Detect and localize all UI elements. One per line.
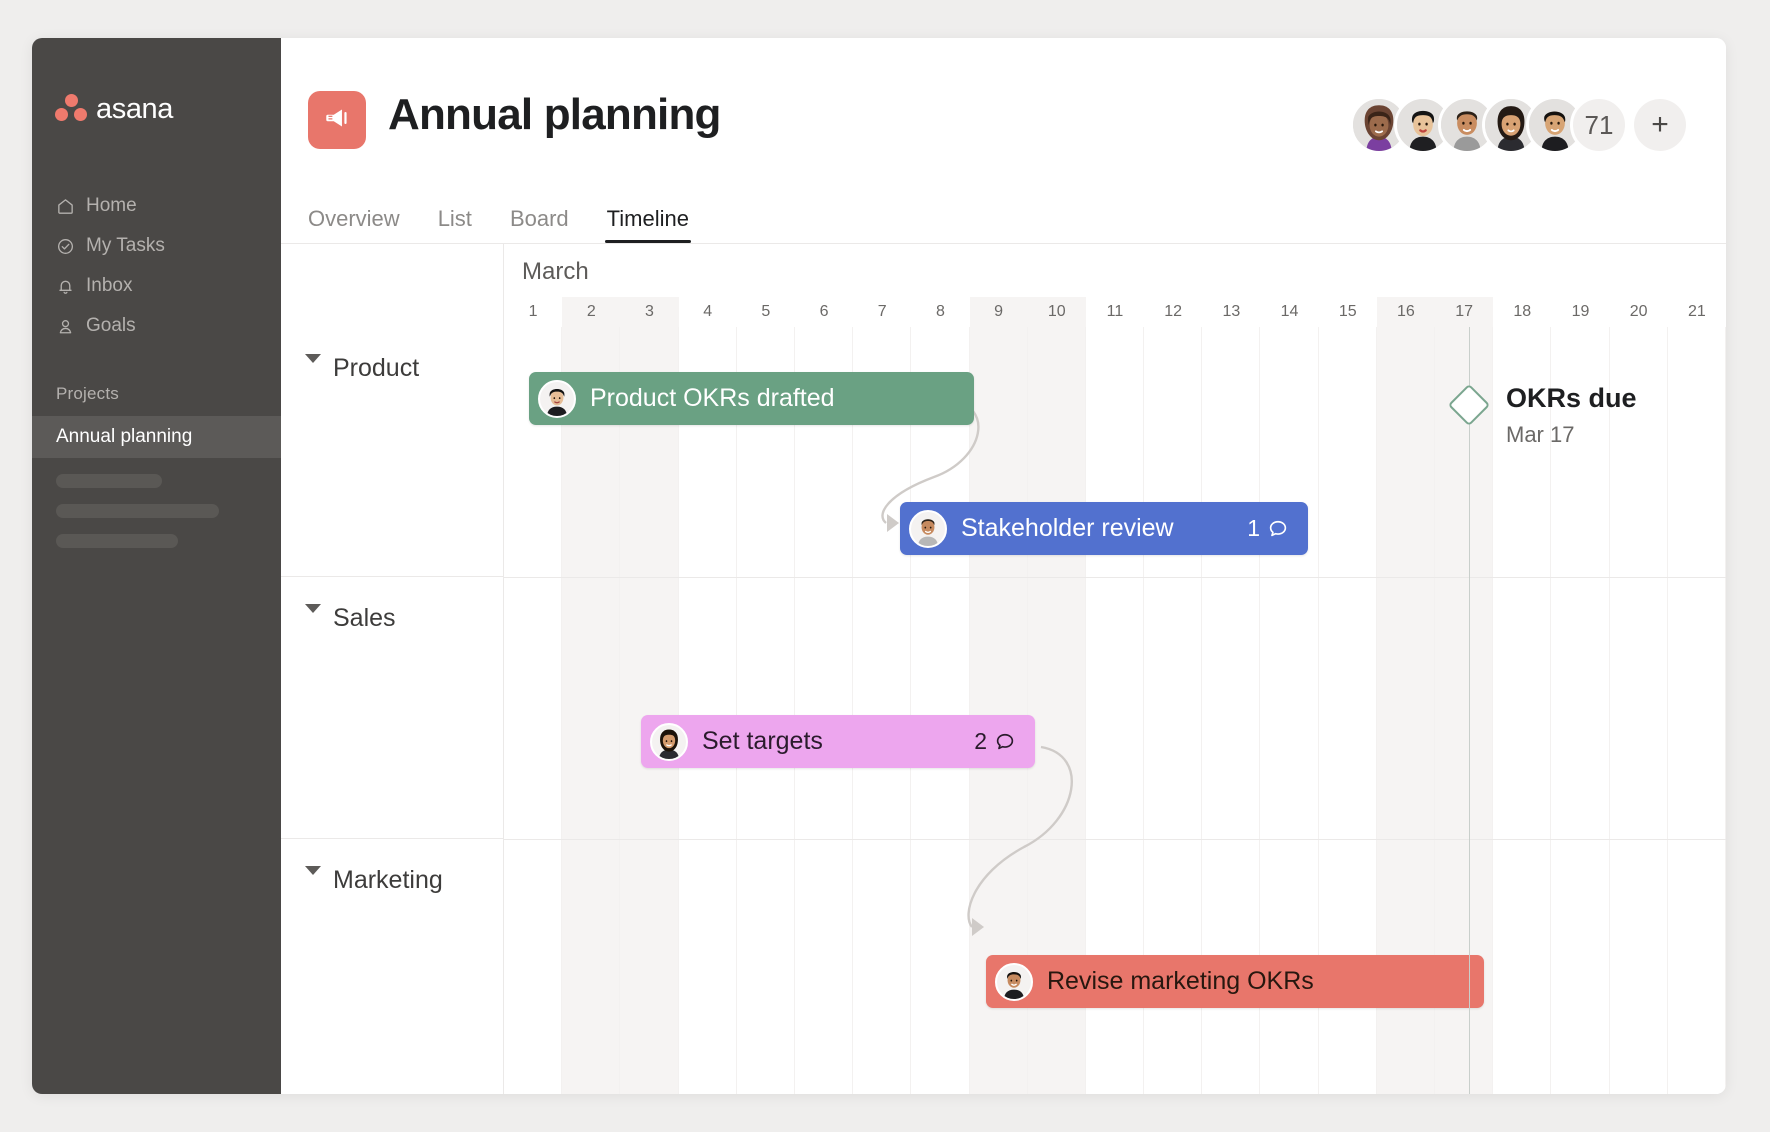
task-name: Revise marketing OKRs xyxy=(1047,967,1314,995)
sidebar-nav: Home My Tasks Inbox xyxy=(32,186,281,346)
goal-icon xyxy=(56,317,75,336)
day-tick: 3 xyxy=(620,297,679,327)
sidebar-item-label: Inbox xyxy=(86,275,133,296)
sidebar-project-placeholder[interactable] xyxy=(56,474,162,488)
day-tick: 18 xyxy=(1513,303,1532,320)
day-tick: 7 xyxy=(877,303,887,320)
day-tick: 2 xyxy=(562,297,621,327)
main-content: Annual planning xyxy=(281,38,1726,1094)
group-label: Sales xyxy=(333,604,396,632)
day-tick: 4 xyxy=(703,303,713,320)
sidebar-item-annual-planning[interactable]: Annual planning xyxy=(32,416,281,458)
group-row-sales[interactable]: Sales xyxy=(281,577,503,839)
group-label: Product xyxy=(333,354,420,382)
task-bar-product-okrs-drafted[interactable]: Product OKRs drafted xyxy=(529,372,974,425)
day-tick: 21 xyxy=(1687,303,1706,320)
member-overflow-label: 71 xyxy=(1584,109,1614,140)
task-name: Stakeholder review xyxy=(961,514,1174,542)
sidebar-item-label: Home xyxy=(86,195,137,216)
sidebar-item-my-tasks[interactable]: My Tasks xyxy=(32,226,281,266)
megaphone-icon xyxy=(322,103,352,138)
tab-list[interactable]: List xyxy=(437,206,472,231)
avatar xyxy=(995,962,1033,1001)
tab-overview[interactable]: Overview xyxy=(308,206,400,231)
task-comment-count: 2 xyxy=(974,728,1016,755)
day-tick: 20 xyxy=(1629,303,1648,320)
sidebar-item-label: My Tasks xyxy=(86,235,165,256)
milestone-date: Mar 17 xyxy=(1506,422,1575,447)
member-avatar-stack: 71 + xyxy=(1350,96,1686,154)
day-tick: 5 xyxy=(761,303,771,320)
task-bar-revise-marketing-okrs[interactable]: Revise marketing OKRs xyxy=(986,955,1484,1008)
chevron-down-icon[interactable] xyxy=(305,866,321,875)
dependency-arrow xyxy=(972,918,984,936)
asana-app-window: asana Home My Tasks xyxy=(32,38,1726,1094)
asana-logo-icon xyxy=(55,94,87,124)
chevron-down-icon[interactable] xyxy=(305,354,321,363)
day-tick: 19 xyxy=(1571,303,1590,320)
timeline-day-ruler: 1 2 3 4 5 6 7 8 9 10 11 12 13 14 15 16 1 xyxy=(504,297,1726,327)
day-tick: 8 xyxy=(935,303,945,320)
sidebar-project-label: Annual planning xyxy=(56,426,193,447)
asana-logo-text: asana xyxy=(96,92,174,125)
sidebar-project-placeholder[interactable] xyxy=(56,534,178,548)
group-row-product[interactable]: Product xyxy=(281,327,503,577)
task-name: Product OKRs drafted xyxy=(590,384,835,412)
day-tick: 14 xyxy=(1280,303,1299,320)
sidebar-item-home[interactable]: Home xyxy=(32,186,281,226)
milestone-title: OKRs due xyxy=(1506,383,1637,413)
day-tick: 6 xyxy=(819,303,829,320)
day-tick: 13 xyxy=(1222,303,1241,320)
sidebar-project-placeholder[interactable] xyxy=(56,504,219,518)
milestone-line xyxy=(1469,327,1470,1094)
project-header: Annual planning xyxy=(281,38,1726,198)
comment-count-value: 2 xyxy=(974,728,987,754)
sidebar-item-label: Goals xyxy=(86,315,136,336)
timeline-month-label: March xyxy=(522,258,589,285)
avatar[interactable] xyxy=(1526,96,1584,154)
project-icon[interactable] xyxy=(308,91,366,149)
plus-icon: + xyxy=(1651,108,1669,141)
comment-icon xyxy=(996,733,1014,749)
asana-logo[interactable]: asana xyxy=(32,38,281,124)
day-tick: 9 xyxy=(969,297,1028,327)
avatar xyxy=(650,722,688,761)
comment-count-value: 1 xyxy=(1247,515,1260,541)
sidebar-projects-heading: Projects xyxy=(56,384,120,403)
add-member-button[interactable]: + xyxy=(1634,99,1686,151)
page-title: Annual planning xyxy=(388,90,721,139)
check-circle-icon xyxy=(56,237,75,256)
task-name: Set targets xyxy=(702,727,823,755)
sidebar-item-inbox[interactable]: Inbox xyxy=(32,266,281,306)
avatar xyxy=(538,379,576,418)
dependency-arrow xyxy=(887,514,899,532)
bell-icon xyxy=(56,277,75,296)
view-tabs: Overview List Board Timeline xyxy=(281,198,1726,244)
task-bar-set-targets[interactable]: Set targets 2 xyxy=(641,715,1035,768)
day-tick: 1 xyxy=(528,303,538,320)
day-tick: 12 xyxy=(1164,303,1183,320)
sidebar-item-goals[interactable]: Goals xyxy=(32,306,281,346)
day-tick: 11 xyxy=(1106,303,1124,320)
day-tick: 16 xyxy=(1376,297,1435,327)
comment-icon xyxy=(1269,520,1287,536)
tab-timeline[interactable]: Timeline xyxy=(604,206,692,243)
member-overflow-count[interactable]: 71 xyxy=(1570,96,1628,154)
day-tick: 15 xyxy=(1338,303,1357,320)
chevron-down-icon[interactable] xyxy=(305,604,321,613)
day-tick: 10 xyxy=(1027,297,1086,327)
avatar xyxy=(909,509,947,548)
task-comment-count: 1 xyxy=(1247,515,1289,542)
day-tick: 17 xyxy=(1435,297,1494,327)
group-label: Marketing xyxy=(333,866,443,894)
sidebar: asana Home My Tasks xyxy=(32,38,281,1094)
timeline-group-labels: Product Sales Marketing xyxy=(281,244,504,1094)
timeline-grid: March 1 2 3 4 5 6 7 8 9 10 11 12 13 14 1 xyxy=(504,244,1726,1094)
tab-board[interactable]: Board xyxy=(509,206,569,231)
task-bar-stakeholder-review[interactable]: Stakeholder review 1 xyxy=(900,502,1308,555)
timeline-lanes: Product OKRs drafted xyxy=(504,327,1726,1094)
home-icon xyxy=(56,197,75,216)
timeline-view: Product Sales Marketing March 1 2 3 xyxy=(281,244,1726,1094)
group-row-marketing[interactable]: Marketing xyxy=(281,839,503,1094)
